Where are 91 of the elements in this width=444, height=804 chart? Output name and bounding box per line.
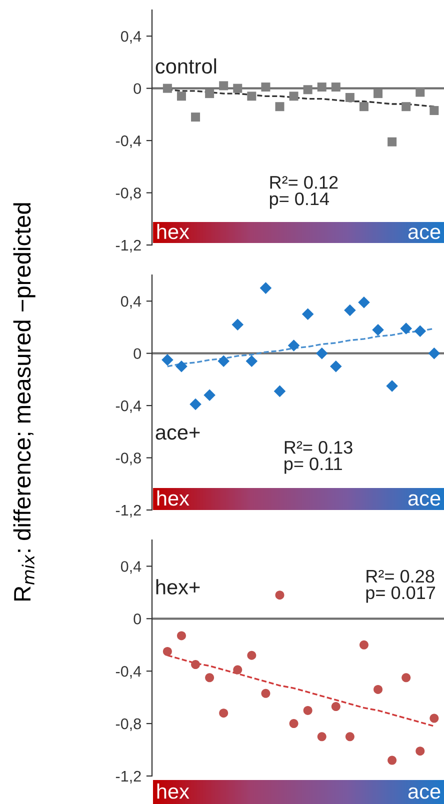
point [162,84,172,93]
annotation: ace [408,228,440,240]
annotation: p= 0.11 [284,457,342,474]
point [219,708,228,718]
y-tick-label: -0,4 [116,400,142,414]
point [428,347,440,360]
point [303,706,312,715]
point [317,82,326,92]
point [275,102,284,112]
y-tick-label: -1,2 [116,770,141,784]
y-axis-title: R$_{mix}$: difference; measured −predicted [13,203,36,601]
y-tick-label: 0,4 [120,296,142,309]
point [176,360,188,372]
point [302,308,314,320]
point [274,385,286,398]
point [374,89,383,98]
point [359,640,368,650]
point [331,82,340,92]
point [402,102,411,112]
y-tick-label: 0,4 [120,30,142,44]
point [162,646,172,656]
point [275,590,284,600]
y-tick-label: 0 [134,348,141,360]
annotation: hex [157,490,190,506]
text: hex [157,783,190,799]
point [416,746,425,756]
annotation: ace+ [156,427,200,440]
annotation: hex+ [156,579,200,594]
annotation: p= 0.14 [270,192,330,209]
point [246,355,258,368]
point [372,324,384,336]
y-tick-label: -0,8 [116,188,141,200]
point [358,296,370,308]
point [400,322,412,334]
point [190,398,202,410]
y-tick-label: -0,4 [116,666,142,679]
y-tick-label: 0 [134,614,141,624]
point [261,82,270,92]
point [204,389,216,402]
point [233,84,242,93]
point [205,89,214,98]
point [317,732,326,742]
annotation: ace [408,494,440,506]
annotation: R²= 0.12 [270,176,338,189]
point [176,92,186,101]
point [233,665,242,674]
annotation: R²= 0.13 [284,440,352,454]
point [219,81,228,90]
point [289,92,298,101]
annotation: control [156,58,216,74]
point [205,673,214,682]
point [374,684,383,694]
point [303,85,312,94]
point [430,714,439,723]
point [344,304,356,316]
point [261,688,270,698]
y-tick-label: -0,8 [116,452,141,466]
point [191,660,200,670]
y-tick-label: 0 [134,83,141,94]
point [218,355,230,368]
point [232,318,244,331]
point [402,673,411,682]
point [330,360,342,372]
point [289,719,298,728]
point [316,347,328,360]
point [345,92,354,102]
y-tick-label: 0,4 [120,561,142,574]
annotation: R²= 0.28 [366,570,434,583]
point [176,631,186,640]
point [247,650,256,660]
point [247,92,256,101]
point [388,756,397,765]
y-tick-label: -0,8 [116,718,141,732]
y-tick-label: -1,2 [116,504,141,518]
point [331,702,340,712]
point [345,732,354,742]
text: ace [408,787,440,799]
y-tick-label: -0,4 [116,135,142,148]
point [191,112,200,122]
point [288,340,300,352]
annotation: p= 0.017 [366,586,436,603]
y-tick-label: -1,2 [116,240,141,252]
point [162,354,174,366]
annotation: hex [157,224,190,240]
point [260,282,272,294]
point [414,325,426,338]
point [386,380,398,392]
point [359,102,368,112]
point [388,137,397,146]
point [416,88,425,97]
point [430,106,439,116]
